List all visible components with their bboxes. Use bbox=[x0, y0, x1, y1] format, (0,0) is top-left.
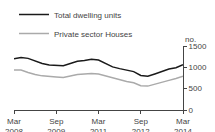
svg-text:1500: 1500 bbox=[189, 42, 207, 51]
svg-text:Sep2012: Sep2012 bbox=[132, 117, 150, 132]
svg-text:0: 0 bbox=[189, 106, 194, 115]
svg-text:Sep2009: Sep2009 bbox=[47, 117, 65, 132]
svg-text:Private sector Houses: Private sector Houses bbox=[54, 30, 132, 39]
svg-text:Mar2011: Mar2011 bbox=[90, 117, 108, 132]
svg-text:no.: no. bbox=[185, 35, 196, 44]
svg-text:Mar2014: Mar2014 bbox=[174, 117, 192, 132]
svg-text:500: 500 bbox=[189, 84, 203, 93]
svg-text:Mar2008: Mar2008 bbox=[5, 117, 23, 132]
svg-text:Total dwelling units: Total dwelling units bbox=[54, 11, 121, 20]
svg-text:1000: 1000 bbox=[189, 63, 207, 72]
